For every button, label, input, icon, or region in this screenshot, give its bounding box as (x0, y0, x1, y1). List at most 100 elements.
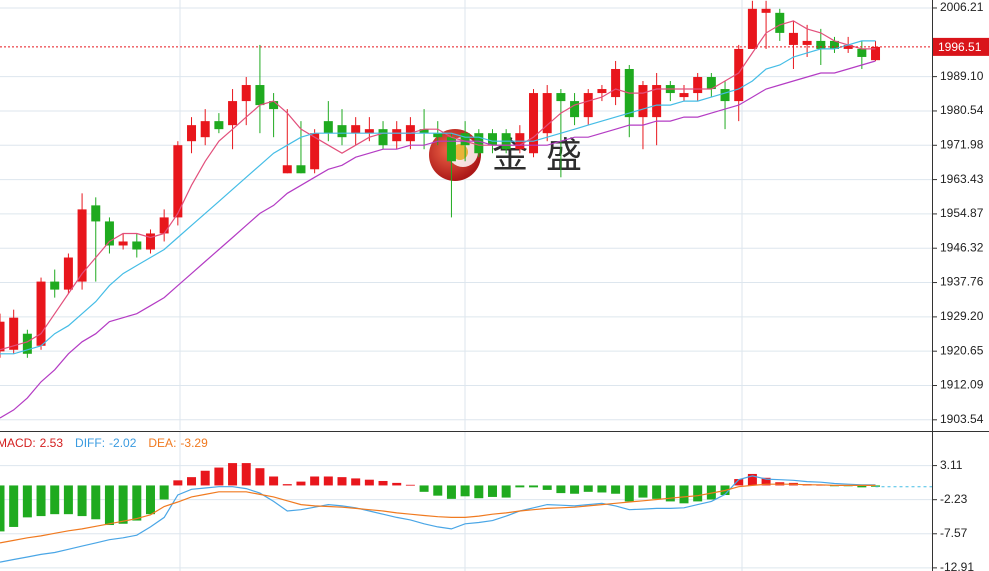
macd-bar (446, 485, 456, 499)
candle-body (104, 221, 114, 246)
y-tick-label: 1963.43 (940, 172, 984, 186)
y-tick-label: -12.91 (940, 560, 974, 571)
candle-body (351, 125, 361, 134)
current-price-label: 1996.51 (938, 40, 982, 54)
candle-body (583, 93, 593, 118)
macd-bar (665, 485, 675, 502)
legend-label: MACD: (0, 436, 36, 450)
candle-body (91, 205, 101, 222)
price-panel: 金 盛 (0, 0, 932, 430)
candle-body (761, 8, 771, 13)
macd-bar (542, 485, 552, 490)
candle-body (529, 93, 539, 154)
candle-body (173, 145, 183, 218)
macd-bar (857, 485, 867, 488)
candle-body (241, 85, 251, 102)
candle-body (255, 85, 265, 106)
macd-bar (556, 485, 566, 494)
macd-bar (871, 485, 881, 487)
macd-bar (747, 473, 757, 486)
macd-bar (173, 480, 183, 486)
candle-body (337, 125, 347, 138)
legend-value: -3.29 (180, 436, 208, 450)
y-tick-label: 1980.54 (940, 103, 984, 117)
macd-bar (433, 485, 443, 496)
candle-body (693, 77, 703, 94)
candle-body (132, 241, 142, 250)
macd-bar (0, 485, 5, 532)
macd-bar (228, 463, 238, 486)
ma-line (0, 20, 876, 351)
macd-bar (282, 484, 292, 486)
candle-body (829, 40, 839, 49)
candle-body (214, 121, 224, 130)
candle-body (200, 121, 210, 138)
y-tick-label: 1903.54 (940, 412, 984, 426)
candle-body (638, 85, 648, 118)
candle-body (460, 133, 470, 146)
macd-bar (529, 485, 539, 488)
macd-bar (487, 485, 497, 497)
candle-body (419, 129, 429, 134)
legend-value: 2.53 (40, 436, 64, 450)
macd-bar (597, 485, 607, 493)
candle-body (77, 209, 87, 282)
macd-bar (337, 477, 347, 486)
y-tick-label: -2.23 (940, 492, 968, 506)
candle-body (734, 48, 744, 102)
macd-bar (570, 485, 580, 494)
candle-body (652, 85, 662, 118)
candle-body (487, 133, 497, 146)
macd-bar (679, 485, 689, 504)
candle-body (611, 68, 621, 98)
macd-bar (460, 485, 470, 497)
macd-bar (118, 485, 128, 524)
y-tick-label: 3.11 (940, 458, 963, 472)
macd-bar (419, 485, 429, 492)
candle-body (816, 40, 826, 49)
macd-bar (36, 485, 46, 517)
candle-body (364, 129, 374, 134)
macd-bar (638, 485, 648, 498)
macd-bar (269, 476, 279, 486)
candle-body (446, 137, 456, 162)
macd-bar (9, 485, 19, 527)
candle-body (145, 233, 155, 250)
macd-bar (706, 485, 716, 500)
candle-body (63, 257, 73, 290)
macd-bar (159, 485, 169, 500)
candle-body (310, 133, 320, 170)
y-tick-label: 1912.09 (940, 378, 984, 392)
candle-body (323, 121, 333, 134)
candle-body (296, 165, 306, 174)
candle-body (22, 333, 32, 354)
candle-body (282, 165, 292, 174)
macd-bar (734, 479, 744, 486)
macd-bar (22, 485, 32, 518)
macd-bar (392, 482, 402, 486)
candle-body (118, 241, 128, 246)
y-tick-label: 1989.10 (940, 69, 984, 83)
macd-bar (378, 480, 388, 486)
macd-bar (241, 463, 251, 486)
macd-bar (132, 485, 142, 521)
macd-bar (145, 485, 155, 515)
macd-bar (50, 485, 60, 515)
candle-body (159, 217, 169, 234)
macd-bar (583, 485, 593, 492)
candle-body (474, 133, 484, 154)
macd-bar (296, 481, 306, 486)
candle-body (871, 46, 881, 61)
candle-body (556, 93, 566, 102)
y-tick-label: 2006.21 (940, 0, 984, 14)
macd-bar (405, 484, 415, 486)
y-tick-label: 1971.98 (940, 137, 984, 151)
candle-body (392, 129, 402, 142)
macd-bar (323, 476, 333, 486)
candle-body (788, 32, 798, 45)
candle-body (679, 93, 689, 98)
legend-value: -2.02 (109, 436, 137, 450)
macd-bar (693, 485, 703, 502)
y-tick-label: 1946.32 (940, 240, 984, 254)
